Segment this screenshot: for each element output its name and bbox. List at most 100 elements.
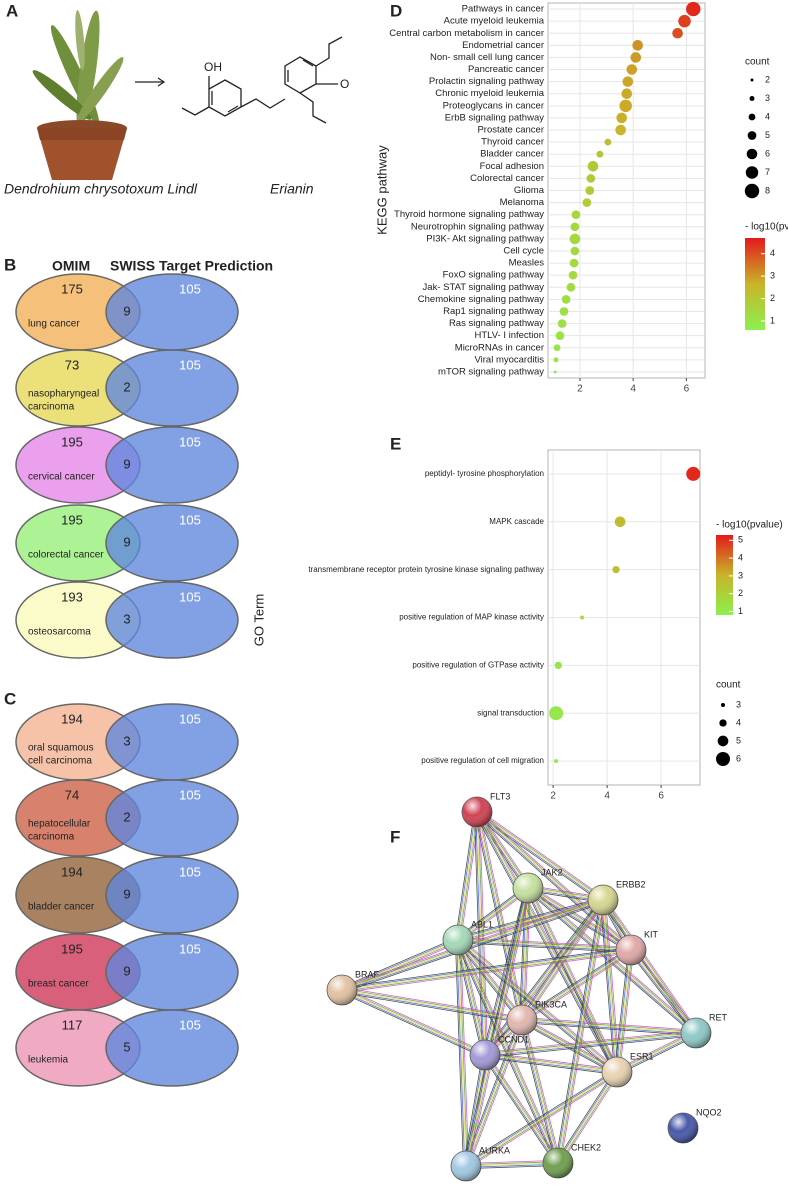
bubble <box>586 174 596 183</box>
edge <box>476 812 603 902</box>
bubble <box>686 466 701 481</box>
edge <box>456 940 522 1022</box>
set-label: breast cancer <box>28 979 89 990</box>
reaction-arrow <box>135 77 166 87</box>
edge <box>340 937 458 988</box>
y-tick-label: Ras signaling pathway <box>449 318 544 329</box>
right-set <box>105 426 239 504</box>
panel-label: E <box>390 434 401 453</box>
edge <box>458 938 619 1072</box>
y-axis-title: GO Term <box>251 594 266 647</box>
edge <box>455 941 521 1022</box>
set-label: nasopharyngeal <box>28 389 99 400</box>
node-label: ABL1 <box>471 919 493 929</box>
edge <box>478 809 634 949</box>
edge <box>463 1054 483 1166</box>
edge <box>484 1057 617 1075</box>
y-tick-label: Melanoma <box>500 197 545 208</box>
y-tick-label: Prostate cancer <box>477 125 544 136</box>
left-set-title: OMIM <box>52 258 90 274</box>
color-tick-label: 1 <box>738 606 743 616</box>
legend-swatch <box>716 752 730 766</box>
node-shine <box>513 873 543 903</box>
edge <box>482 1056 557 1165</box>
right-count: 105 <box>179 1017 201 1032</box>
edge <box>521 948 631 1020</box>
panel-label: F <box>390 827 400 846</box>
right-count: 105 <box>179 711 201 726</box>
edge <box>478 810 620 1071</box>
y-tick-label: Pathways in cancer <box>462 4 544 15</box>
set-label: hepatocellular <box>28 819 91 830</box>
edge <box>602 899 618 1073</box>
edge <box>457 939 486 1056</box>
edge <box>459 937 619 1071</box>
edge <box>527 887 632 951</box>
bubble <box>553 370 557 374</box>
edge <box>556 1071 617 1163</box>
overlap-count: 9 <box>123 886 130 901</box>
node-shine <box>507 1005 537 1035</box>
set-label: lung cancer <box>28 319 80 330</box>
node-shine <box>616 935 646 965</box>
y-tick-label: positive regulation of cell migration <box>421 756 544 765</box>
edge <box>523 951 633 1023</box>
edge <box>342 952 632 993</box>
edge <box>521 949 632 1021</box>
legend-label: 6 <box>765 148 770 158</box>
edge <box>484 1031 696 1055</box>
edge <box>466 1165 559 1169</box>
edge <box>458 939 468 1166</box>
right-set <box>105 349 239 427</box>
left-count: 195 <box>61 512 83 527</box>
node-label: FLT3 <box>490 791 510 801</box>
bubble <box>554 759 559 764</box>
edge <box>522 1018 697 1033</box>
edge <box>457 939 523 1021</box>
y-tick-label: Proteoglycans in cancer <box>443 100 544 111</box>
bubble <box>555 331 565 341</box>
bubble <box>621 88 633 100</box>
edge <box>456 811 477 940</box>
edge <box>556 899 603 1163</box>
legend-label: 3 <box>736 699 741 709</box>
right-count: 105 <box>179 434 201 449</box>
edge <box>341 948 631 990</box>
y-tick-label: MicroRNAs in cancer <box>455 342 544 353</box>
overlap-count: 9 <box>123 534 130 549</box>
edge <box>484 1030 696 1053</box>
color-tick-label: 3 <box>738 570 743 580</box>
x-tick-label: 2 <box>550 791 556 802</box>
plant-caption: Dendrohium chrysotoxum Lindl <box>4 181 198 197</box>
node-shine <box>327 975 357 1005</box>
panel-label: C <box>4 689 16 708</box>
bubble <box>568 270 578 280</box>
y-tick-label: Thyroid cancer <box>481 137 544 148</box>
node-label: AURKA <box>479 1145 510 1155</box>
bubble <box>616 112 628 124</box>
edge <box>458 937 632 948</box>
y-tick-label: Non- small cell lung cancer <box>430 52 544 63</box>
compound-caption: Erianin <box>270 181 314 197</box>
set-label: cervical cancer <box>28 472 95 483</box>
overlap-count: 3 <box>123 733 130 748</box>
edge <box>628 951 695 1035</box>
color-bar <box>745 238 765 330</box>
edge <box>484 1055 617 1074</box>
y-tick-label: Jak- STAT signaling pathway <box>423 282 545 293</box>
right-set-title: SWISS Target Prediction <box>110 258 273 274</box>
edge <box>460 939 469 1166</box>
legend-label: 4 <box>736 717 741 727</box>
overlap-count: 9 <box>123 456 130 471</box>
right-set <box>105 779 239 857</box>
edge <box>465 1071 618 1167</box>
legend-swatch <box>717 735 729 747</box>
right-set <box>105 1009 239 1087</box>
edge <box>479 811 525 1020</box>
left-count: 74 <box>65 787 79 802</box>
edge <box>616 949 632 1073</box>
overlap-count: 2 <box>123 379 130 394</box>
bubble <box>587 161 599 172</box>
